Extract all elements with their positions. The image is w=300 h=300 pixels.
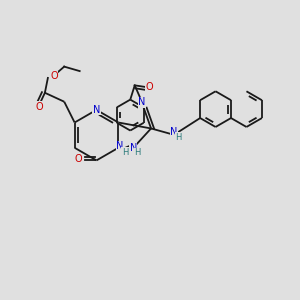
- Text: O: O: [146, 82, 153, 92]
- Text: N: N: [93, 105, 100, 115]
- Text: O: O: [35, 102, 43, 112]
- Text: O: O: [50, 71, 58, 81]
- Text: N: N: [116, 141, 124, 151]
- Text: N: N: [139, 97, 146, 107]
- Text: H: H: [122, 148, 128, 157]
- Text: N: N: [170, 127, 178, 137]
- Text: O: O: [74, 154, 82, 164]
- Text: H: H: [175, 133, 182, 142]
- Text: N: N: [130, 143, 137, 153]
- Text: H: H: [134, 148, 140, 157]
